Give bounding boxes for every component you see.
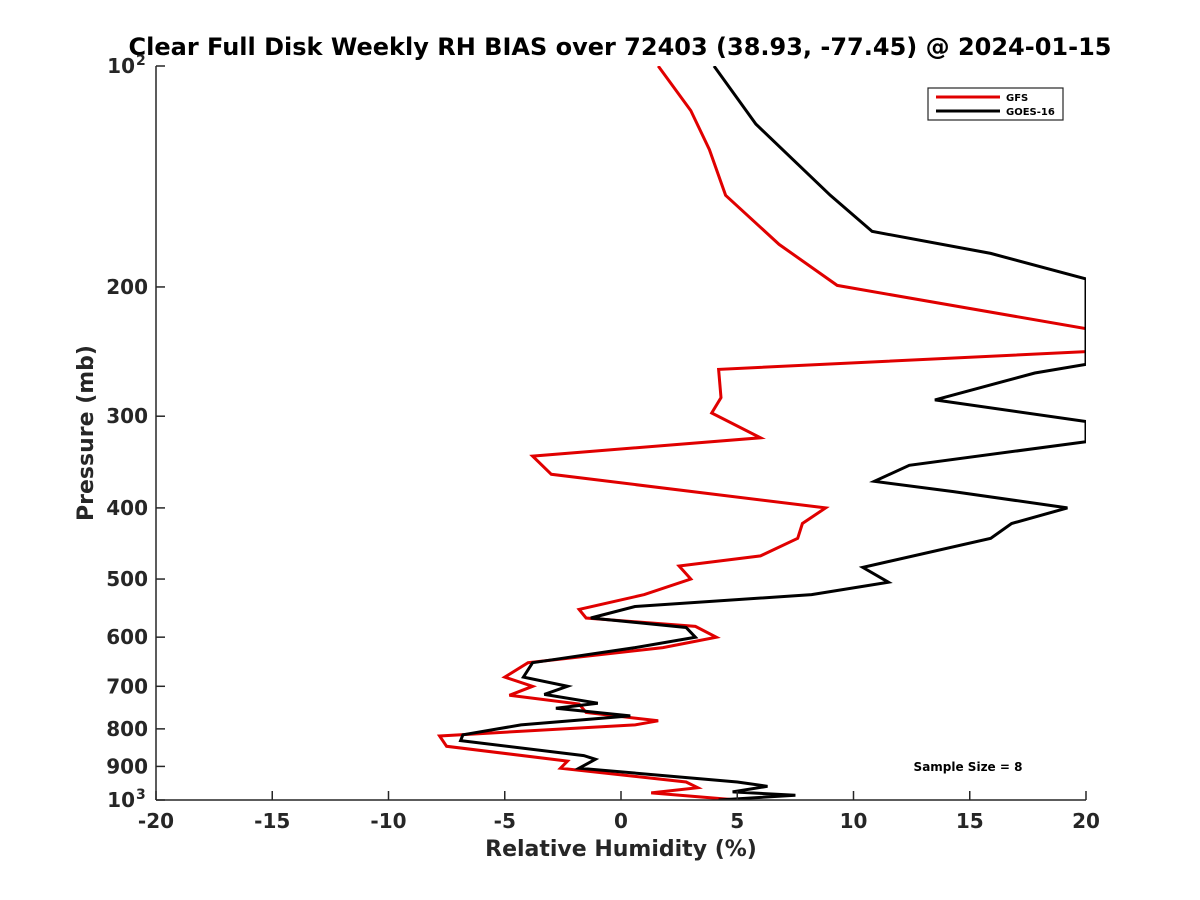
y-tick-label: 10 <box>107 54 135 78</box>
x-tick-label: -10 <box>370 809 406 833</box>
y-tick-label: 900 <box>106 754 148 778</box>
y-tick-label: 700 <box>106 674 148 698</box>
legend-label: GFS <box>1006 93 1028 104</box>
legend: GFS GOES-16 <box>927 87 1064 121</box>
x-tick-label: 15 <box>956 809 984 833</box>
y-tick-label: 200 <box>106 275 148 299</box>
y-tick-label: 10 <box>107 788 135 812</box>
x-tick-label: 20 <box>1072 809 1100 833</box>
x-tick-label: -20 <box>138 809 174 833</box>
y-tick-label: 800 <box>106 717 148 741</box>
y-tick-label: 300 <box>106 404 148 428</box>
y-tick-exponent: 2 <box>136 53 146 69</box>
y-tick-label: 400 <box>106 496 148 520</box>
x-tick-label: 5 <box>730 809 744 833</box>
x-axis-label: Relative Humidity (%) <box>485 837 757 862</box>
y-axis-label: Pressure (mb) <box>74 345 99 521</box>
series-line-gfs <box>436 66 1086 800</box>
y-tick-label: 500 <box>106 567 148 591</box>
x-tick-label: -5 <box>494 809 516 833</box>
x-tick-label: 0 <box>614 809 628 833</box>
x-tick-label: 10 <box>840 809 868 833</box>
y-tick-label: 600 <box>106 625 148 649</box>
x-tick-label: -15 <box>254 809 290 833</box>
series-line-goes-16 <box>458 66 1086 800</box>
legend-box <box>927 87 1064 121</box>
chart-title: Clear Full Disk Weekly RH BIAS over 7240… <box>129 33 1112 61</box>
sample-size-annotation: Sample Size = 8 <box>914 760 1023 774</box>
legend-label: GOES-16 <box>1006 107 1055 118</box>
y-tick-exponent: 3 <box>136 787 146 803</box>
